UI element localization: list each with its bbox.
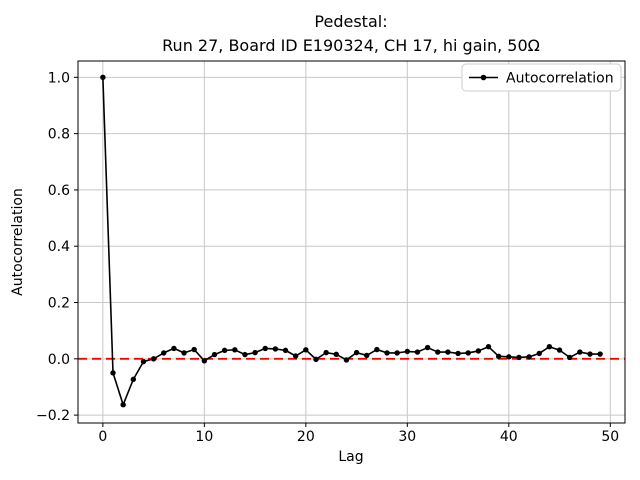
data-point xyxy=(414,349,421,355)
data-point xyxy=(587,351,593,357)
data-point xyxy=(485,344,492,350)
data-point xyxy=(100,74,106,81)
data-point xyxy=(150,356,157,362)
data-point xyxy=(597,351,603,357)
y-tick-label: 0.0 xyxy=(48,352,70,368)
y-axis-label: Autocorrelation xyxy=(10,188,26,296)
x-tick-label: 20 xyxy=(297,429,315,445)
ticks-layer: 0 10 20 30 40 50 −0.2 0.0 0.2 0.4 0.6 0.8 1.0 xyxy=(36,70,619,445)
y-tick-label: 0.8 xyxy=(48,127,70,143)
data-point xyxy=(201,358,208,364)
data-point xyxy=(506,354,512,360)
data-point xyxy=(343,357,350,363)
data-point xyxy=(282,347,289,354)
data-point xyxy=(364,352,370,359)
data-point xyxy=(455,350,461,357)
data-point xyxy=(516,354,522,361)
data-point xyxy=(353,349,360,356)
data-point xyxy=(130,376,137,383)
data-point xyxy=(211,351,218,358)
legend: Autocorrelation xyxy=(461,63,622,92)
data-point xyxy=(384,350,390,356)
y-tick-label: 1.0 xyxy=(48,70,70,86)
data-point xyxy=(272,346,279,352)
data-point xyxy=(495,353,502,359)
data-point xyxy=(292,353,299,359)
data-point xyxy=(191,346,197,353)
data-point xyxy=(262,345,268,352)
data-point xyxy=(556,347,563,353)
data-point xyxy=(526,354,532,360)
data-point xyxy=(161,350,167,356)
data-point xyxy=(394,350,400,356)
data-point xyxy=(435,349,441,355)
data-point xyxy=(546,344,553,350)
data-point xyxy=(536,350,542,357)
axes-frame xyxy=(77,60,626,424)
legend-label: Autocorrelation xyxy=(506,71,614,87)
data-point xyxy=(181,350,187,356)
x-tick-label: 10 xyxy=(195,429,213,445)
data-point xyxy=(475,348,482,354)
data-point xyxy=(424,344,431,351)
x-tick-label: 50 xyxy=(601,429,619,445)
data-point xyxy=(313,356,319,363)
series-layer xyxy=(100,74,603,408)
legend-marker-sample-icon xyxy=(480,74,487,81)
chart-title-line-2: Run 27, Board ID E190324, CH 17, hi gain… xyxy=(162,36,540,55)
data-point xyxy=(577,349,583,355)
legend-box xyxy=(461,63,622,92)
data-point xyxy=(303,347,309,353)
data-line xyxy=(102,77,601,406)
data-point xyxy=(323,349,329,356)
chart-title-line-1: Pedestal: xyxy=(314,12,387,31)
y-tick-label: 0.2 xyxy=(48,296,70,312)
y-tick-label: −0.2 xyxy=(36,408,70,424)
data-point xyxy=(465,350,471,356)
data-point xyxy=(120,402,126,408)
data-point xyxy=(110,370,116,376)
data-point xyxy=(232,347,238,353)
data-point xyxy=(445,349,451,355)
data-point xyxy=(404,348,411,355)
data-point xyxy=(333,351,339,358)
x-tick-label: 0 xyxy=(98,429,107,445)
grid-layer xyxy=(78,61,625,423)
data-point xyxy=(374,346,380,353)
y-tick-label: 0.6 xyxy=(48,183,70,199)
x-tick-label: 30 xyxy=(398,429,416,445)
data-point xyxy=(242,351,248,358)
data-point xyxy=(566,354,573,361)
y-tick-label: 0.4 xyxy=(48,239,70,255)
x-tick-label: 40 xyxy=(500,429,518,445)
data-point xyxy=(252,349,258,356)
x-axis-label: Lag xyxy=(338,449,363,465)
data-point xyxy=(221,347,228,354)
data-point xyxy=(140,358,147,365)
data-point xyxy=(171,345,177,352)
